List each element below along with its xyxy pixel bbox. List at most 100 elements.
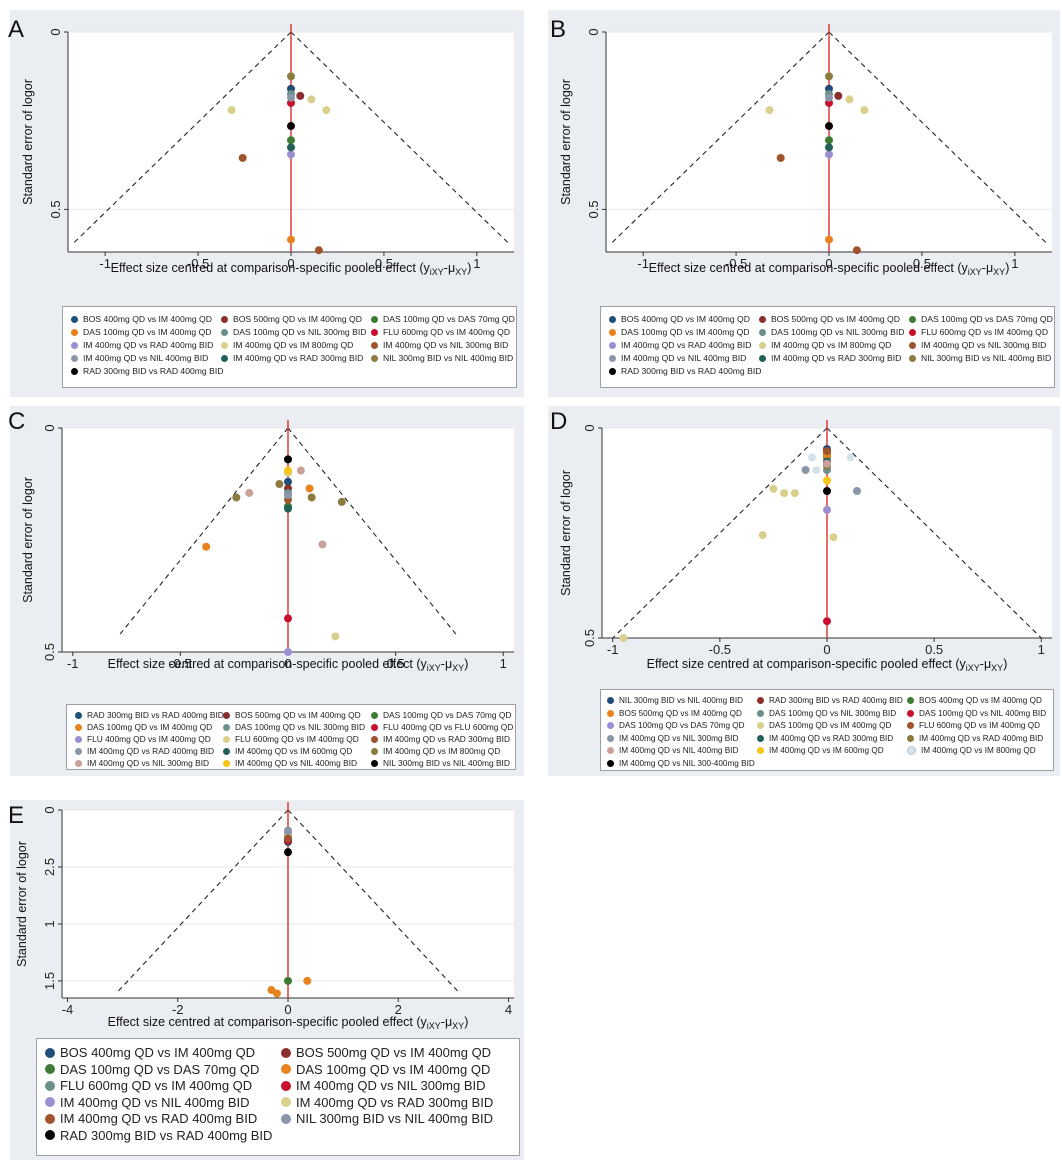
legend-marker	[909, 315, 916, 323]
point-im-400mg-qd-vs-nil-300mg-bid	[318, 540, 327, 549]
legend-marker	[281, 1080, 291, 1091]
legend-marker	[909, 354, 916, 362]
point-im-400mg-qd-vs-im-800mg-qd	[860, 106, 869, 115]
legend-label: IM 400mg QD vs NIL 400mg BID	[60, 1094, 250, 1110]
legend-marker	[223, 735, 230, 743]
point-im-400mg-qd-vs-im-800mg-qd	[232, 493, 241, 502]
point-im-400mg-qd-vs-im-800mg-qd	[765, 106, 774, 115]
legend-item: DAS 100mg QD vs DAS 70mg QD	[45, 1062, 259, 1077]
legend-marker	[223, 747, 230, 755]
point-flu-600mg-qd-vs-im-400mg-qd	[331, 632, 340, 641]
legend-label: BOS 400mg QD vs IM 400mg QD	[60, 1045, 256, 1060]
panel-label-a: A	[8, 16, 25, 43]
point-im-400mg-qd-vs-im-800mg-qd	[845, 95, 854, 104]
legend-marker	[71, 328, 78, 336]
x-axis-label: Effect size centred at comparison-specif…	[649, 261, 1010, 277]
point-das-100mg-qd-vs-das-70mg-qd	[284, 976, 292, 985]
legend-marker	[45, 1080, 55, 1091]
legend-label: DAS 100mg QD vs IM 400mg QD	[87, 722, 213, 732]
legend-label: BOS 500mg QD vs IM 400mg QD	[296, 1045, 492, 1060]
funnel-line-right	[828, 31, 1049, 246]
legend-item: IM 400mg QD vs RAD 300mg BID	[221, 353, 363, 363]
point-das-100mg-qd-vs-das-70mg-qd	[823, 505, 831, 514]
legend-label: DAS 100mg QD vs NIL 300mg BID	[235, 722, 366, 732]
point-im-400mg-qd-vs-im-800mg-qd	[337, 497, 346, 506]
y-axis-label: Standard error of logor	[21, 79, 35, 205]
point-im-400mg-qd-vs-nil-300mg-bid	[296, 466, 305, 475]
legend-label: IM 400mg QD vs NIL 300mg BID	[296, 1078, 486, 1093]
funnel-line-right	[290, 31, 511, 246]
y-tick-label: 0	[586, 28, 601, 35]
legend-label: DAS 100mg QD vs DAS 70mg QD	[60, 1061, 260, 1077]
legend-marker	[907, 734, 914, 742]
legend-marker	[759, 315, 766, 323]
legend-item: IM 400mg QD vs NIL 300mg BID	[281, 1078, 486, 1093]
point-das-100mg-qd-vs-im-400mg-qd	[287, 235, 295, 244]
legend-item: IM 400mg QD vs RAD 400mg BID	[71, 340, 213, 350]
x-tick-label: -0.5	[187, 256, 209, 271]
legend-label: IM 400mg QD vs NIL 300mg BID	[921, 340, 1047, 350]
funnel-plot-c: -1 -0.5 0 0.5 1 0 0.5 Standard error of logor Ef…	[21, 420, 514, 673]
y-tick-label: 1	[42, 920, 57, 927]
x-tick-label: 1	[500, 656, 507, 671]
legend-label: BOS 400mg QD vs IM 400mg QD	[919, 696, 1042, 705]
legend-marker	[609, 367, 616, 375]
legend-item: BOS 500mg QD vs IM 400mg QD	[281, 1045, 491, 1060]
y-tick-label: 0.5	[582, 629, 597, 647]
legend-item: BOS 400mg QD vs IM 400mg QD	[907, 696, 1042, 705]
point-im-400mg-qd-vs-nil-400mg-bid	[287, 93, 295, 102]
legend-marker	[607, 722, 614, 729]
y-axis-label: Standard error of logor	[15, 841, 29, 967]
legend-item: BOS 400mg QD vs IM 400mg QD	[71, 314, 212, 324]
x-axis-label: Effect size centred at comparison-specif…	[108, 1015, 469, 1031]
point-nil-300mg-bid-vs-nil-400mg-bid	[284, 455, 292, 464]
legend-item: DAS 100mg QD vs IM 400mg QD	[281, 1062, 490, 1077]
x-tick-label: 0	[825, 256, 832, 271]
point-im-400mg-qd-vs-nil-400mg-bid	[823, 459, 831, 468]
point-das-100mg-qd-vs-das-70mg-qd	[287, 136, 295, 145]
x-tick-label: 0	[284, 1002, 291, 1017]
legend-marker	[223, 723, 230, 731]
point-nil-300mg-bid-vs-nil-400mg-bid	[287, 72, 295, 81]
legend-item: BOS 500mg QD vs IM 400mg QD	[221, 314, 362, 324]
legend-item: IM 400mg QD vs IM 800mg QD	[907, 746, 1036, 755]
legend-marker	[371, 723, 378, 731]
legend-marker	[221, 354, 228, 362]
legend-marker	[907, 722, 914, 729]
legend-label: IM 400mg QD vs IM 600mg QD	[769, 746, 884, 755]
funnel-line-left	[116, 809, 289, 993]
legend-label: IM 400mg QD vs RAD 400mg BID	[87, 746, 215, 756]
legend-marker	[907, 709, 914, 717]
legend-c: RAD 300mg BID vs RAD 400mg BID BOS 500mg …	[66, 704, 516, 770]
x-tick-label: 1	[1011, 256, 1018, 271]
legend-marker	[909, 328, 916, 336]
legend-label: DAS 100mg QD vs NIL 300mg BID	[233, 327, 367, 337]
legend-label: DAS 100mg QD vs NIL 300mg BID	[769, 708, 897, 718]
legend-marker	[71, 354, 78, 362]
legend-label: IM 400mg QD vs RAD 300mg BID	[383, 734, 511, 744]
point-im-400mg-qd-vs-nil-300mg-bid	[852, 246, 861, 255]
legend-item: IM 400mg QD vs RAD 400mg BID	[75, 746, 214, 756]
x-tick-label: 0.5	[375, 256, 393, 271]
legend-label: IM 400mg QD vs RAD 400mg BID	[60, 1111, 258, 1126]
legend-item: RAD 300mg BID vs RAD 400mg BID	[609, 366, 761, 376]
legend-label: DAS 100mg QD vs DAS 70mg QD	[921, 314, 1053, 324]
point-das-100mg-qd-vs-im-400mg-qd	[790, 489, 799, 498]
x-tick-label: 0	[287, 256, 294, 271]
point-im-400mg-qd-vs-im-800mg-qd	[275, 480, 284, 488]
legend-marker	[221, 328, 228, 336]
legend-label: DAS 100mg QD vs DAS 70mg QD	[619, 721, 745, 730]
point-das-100mg-qd-vs-im-400mg-qd	[202, 542, 211, 551]
legend-label: BOS 400mg QD vs IM 400mg QD	[83, 314, 212, 324]
legend-marker	[607, 734, 614, 742]
legend-item: FLU 600mg QD vs IM 400mg QD	[45, 1078, 252, 1093]
legend-item: IM 400mg QD vs IM 600mg QD	[223, 746, 352, 756]
legend-label: BOS 500mg QD vs IM 400mg QD	[235, 710, 361, 720]
point-rad-300mg-bid-vs-rad-400mg-bid	[284, 848, 292, 857]
legend-item: IM 400mg QD vs RAD 300mg BID	[281, 1095, 493, 1110]
legend-item: FLU 600mg QD vs IM 400mg QD	[909, 327, 1048, 337]
point-im-400mg-qd-vs-im-600mg-qd	[284, 504, 292, 513]
legend-item: BOS 500mg QD vs IM 400mg QD	[223, 710, 361, 720]
legend-marker	[757, 697, 764, 704]
legend-label: RAD 300mg BID vs RAD 400mg BID	[87, 710, 224, 720]
